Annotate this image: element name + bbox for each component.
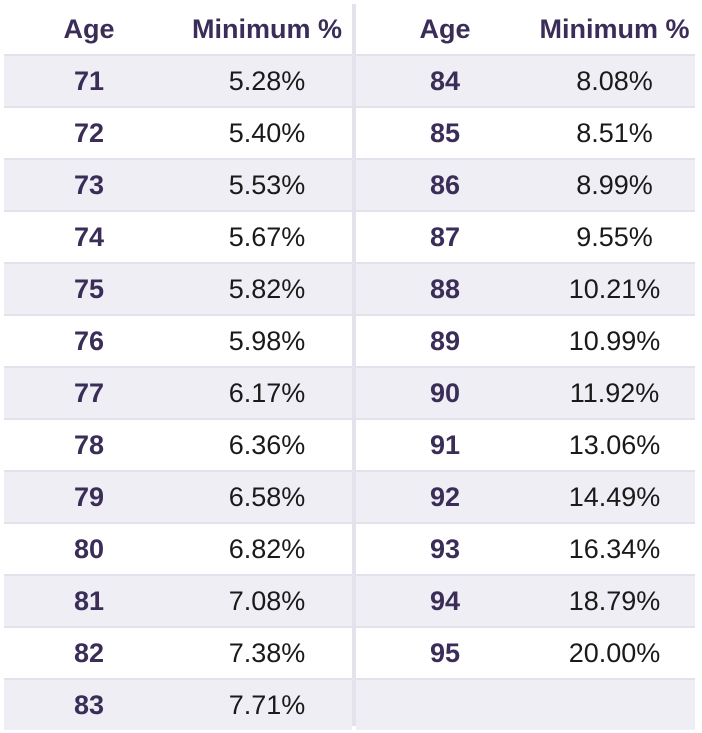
age-cell: 85 bbox=[356, 106, 534, 159]
percent-cell: 8.51% bbox=[534, 106, 695, 159]
age-cell: 79 bbox=[4, 470, 182, 523]
age-cell: 83 bbox=[4, 678, 182, 730]
percent-cell: 10.99% bbox=[534, 314, 695, 367]
table-row: 71 5.28% bbox=[4, 54, 352, 107]
age-cell: 87 bbox=[356, 210, 534, 263]
minimum-percent-column-header: Minimum % bbox=[539, 13, 690, 44]
age-cell: 82 bbox=[4, 626, 182, 679]
age-cell: 75 bbox=[4, 262, 182, 315]
age-cell: 91 bbox=[356, 418, 534, 471]
age-cell: 77 bbox=[4, 366, 182, 419]
age-column-header: Age bbox=[419, 13, 471, 44]
table-row: 76 5.98% bbox=[4, 314, 352, 367]
age-cell: 71 bbox=[4, 54, 182, 107]
age-cell: 92 bbox=[356, 470, 534, 523]
age-cell: 90 bbox=[356, 366, 534, 419]
age-cell: 95 bbox=[356, 626, 534, 679]
percent-cell: 5.98% bbox=[182, 314, 352, 367]
age-cell: 74 bbox=[4, 210, 182, 263]
table-row: 73 5.53% bbox=[4, 158, 352, 211]
percent-cell: 7.08% bbox=[182, 574, 352, 627]
age-cell: 76 bbox=[4, 314, 182, 367]
percent-cell: 8.99% bbox=[534, 158, 695, 211]
percent-cell: 5.28% bbox=[182, 54, 352, 107]
percent-cell: 6.82% bbox=[182, 522, 352, 575]
table-row: 95 20.00% bbox=[356, 626, 695, 679]
percent-cell: 6.17% bbox=[182, 366, 352, 419]
age-cell: 78 bbox=[4, 418, 182, 471]
table-row: 90 11.92% bbox=[356, 366, 695, 419]
table-row: 74 5.67% bbox=[4, 210, 352, 263]
table-row: 92 14.49% bbox=[356, 470, 695, 523]
left-table-half: Age Minimum % 71 5.28% 72 5.40% 73 5.53% 74… bbox=[4, 4, 352, 730]
percent-cell: 18.79% bbox=[534, 574, 695, 627]
percent-cell: 13.06% bbox=[534, 418, 695, 471]
table-row: 80 6.82% bbox=[4, 522, 352, 575]
age-cell: 86 bbox=[356, 158, 534, 211]
left-table: Age Minimum % 71 5.28% 72 5.40% 73 5.53% 74… bbox=[4, 4, 352, 730]
percent-cell: 5.82% bbox=[182, 262, 352, 315]
percent-cell: 5.67% bbox=[182, 210, 352, 263]
age-cell: 80 bbox=[4, 522, 182, 575]
age-cell: 89 bbox=[356, 314, 534, 367]
table-row: 77 6.17% bbox=[4, 366, 352, 419]
table-row: 81 7.08% bbox=[4, 574, 352, 627]
percent-cell: 6.36% bbox=[182, 418, 352, 471]
percent-cell: 7.38% bbox=[182, 626, 352, 679]
table-row: 72 5.40% bbox=[4, 106, 352, 159]
table-row: 87 9.55% bbox=[356, 210, 695, 263]
table-row: 91 13.06% bbox=[356, 418, 695, 471]
percent-cell: 16.34% bbox=[534, 522, 695, 575]
percent-cell: 5.53% bbox=[182, 158, 352, 211]
percent-cell: 14.49% bbox=[534, 470, 695, 523]
age-cell: 72 bbox=[4, 106, 182, 159]
percent-cell: 7.71% bbox=[182, 678, 352, 730]
header-row: Age Minimum % bbox=[4, 4, 352, 55]
column-divider bbox=[352, 4, 356, 726]
minimum-percent-column-header: Minimum % bbox=[191, 13, 342, 44]
right-table-half: Age Minimum % 84 8.08% 85 8.51% 86 8.99% 87… bbox=[356, 4, 695, 730]
right-table: Age Minimum % 84 8.08% 85 8.51% 86 8.99% 87… bbox=[356, 4, 695, 730]
table-row: 78 6.36% bbox=[4, 418, 352, 471]
table-row: 84 8.08% bbox=[356, 54, 695, 107]
age-cell: 84 bbox=[356, 54, 534, 107]
age-cell: 93 bbox=[356, 522, 534, 575]
header-row: Age Minimum % bbox=[356, 4, 695, 55]
percent-cell bbox=[534, 678, 695, 730]
table-row: 88 10.21% bbox=[356, 262, 695, 315]
table-row: 85 8.51% bbox=[356, 106, 695, 159]
percent-cell: 8.08% bbox=[534, 54, 695, 107]
percent-cell: 10.21% bbox=[534, 262, 695, 315]
age-cell: 94 bbox=[356, 574, 534, 627]
percent-cell: 6.58% bbox=[182, 470, 352, 523]
table-row bbox=[356, 678, 695, 730]
table-row: 83 7.71% bbox=[4, 678, 352, 730]
percent-cell: 11.92% bbox=[534, 366, 695, 419]
age-cell: 73 bbox=[4, 158, 182, 211]
percent-cell: 9.55% bbox=[534, 210, 695, 263]
percent-cell: 5.40% bbox=[182, 106, 352, 159]
age-cell bbox=[356, 678, 534, 730]
age-cell: 81 bbox=[4, 574, 182, 627]
table-row: 75 5.82% bbox=[4, 262, 352, 315]
min-distribution-table: Age Minimum % 71 5.28% 72 5.40% 73 5.53% 74… bbox=[4, 4, 695, 730]
table-row: 93 16.34% bbox=[356, 522, 695, 575]
table-row: 82 7.38% bbox=[4, 626, 352, 679]
table-row: 79 6.58% bbox=[4, 470, 352, 523]
table-row: 86 8.99% bbox=[356, 158, 695, 211]
age-column-header: Age bbox=[63, 13, 115, 44]
table-row: 89 10.99% bbox=[356, 314, 695, 367]
table-row: 94 18.79% bbox=[356, 574, 695, 627]
age-cell: 88 bbox=[356, 262, 534, 315]
percent-cell: 20.00% bbox=[534, 626, 695, 679]
